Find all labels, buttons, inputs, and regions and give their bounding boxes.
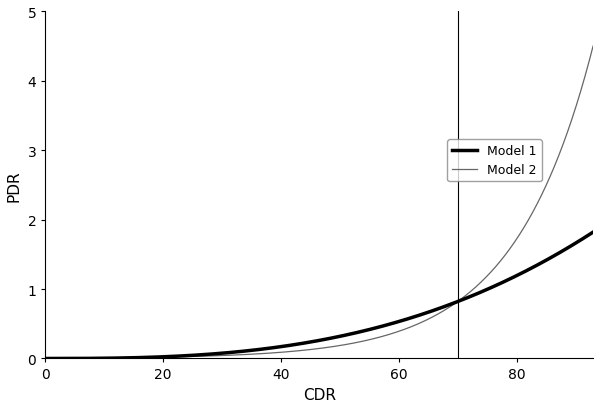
Model 1 — [589, 230, 596, 235]
Model 2 — [294, 348, 301, 353]
Model 1 — [473, 292, 481, 297]
Model 1 — [308, 339, 316, 344]
Y-axis label: PDR: PDR — [7, 170, 22, 201]
Model 2 — [574, 102, 581, 107]
Line: Model 2: Model 2 — [46, 47, 593, 358]
Model 2 — [70, 356, 77, 361]
Model 1 — [574, 240, 581, 245]
Model 2 — [589, 45, 596, 49]
Model 1 — [574, 240, 581, 245]
Model 2 — [43, 356, 50, 361]
Legend: Model 1, Model 2: Model 1, Model 2 — [447, 140, 542, 182]
Model 1 — [294, 342, 301, 347]
Model 1 — [70, 356, 77, 361]
Line: Model 1: Model 1 — [46, 233, 593, 359]
Model 2 — [308, 347, 316, 352]
X-axis label: CDR: CDR — [303, 387, 336, 402]
Model 1 — [43, 356, 50, 361]
Model 2 — [473, 284, 481, 289]
Model 2 — [574, 101, 581, 106]
